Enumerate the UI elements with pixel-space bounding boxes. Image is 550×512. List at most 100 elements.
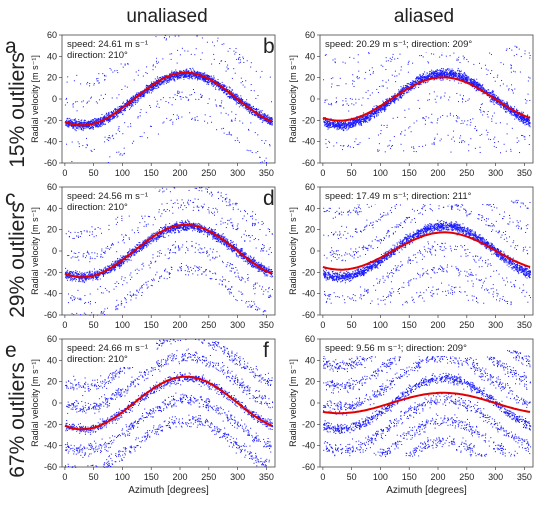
data-point [439,70,441,72]
data-point [109,137,111,139]
data-point [266,115,268,117]
data-point [425,78,427,80]
data-point [447,74,449,76]
data-point [261,110,263,112]
data-point [235,94,237,96]
data-point [457,75,459,77]
data-point [243,104,245,106]
data-point [493,93,495,95]
data-point [457,67,459,69]
data-point [151,86,153,88]
data-point [191,117,193,119]
data-point [217,37,219,39]
data-point [186,70,188,72]
data-point [261,117,263,119]
data-point [521,120,523,122]
data-point [116,113,118,115]
data-point [200,76,202,78]
data-point [240,97,242,99]
data-point [380,109,382,111]
data-point [185,76,187,78]
data-point [449,68,451,70]
data-point [408,90,410,92]
data-point [326,126,328,128]
data-point [124,64,126,66]
data-point [200,73,202,75]
data-point [187,78,189,80]
data-point [465,74,467,76]
data-point [107,137,109,139]
data-point [84,122,86,124]
data-point [426,72,428,74]
data-point [210,78,212,80]
data-point [415,81,417,83]
data-point [460,71,462,73]
data-point [186,73,188,75]
data-point [357,120,359,122]
data-point [464,78,466,80]
data-point [106,119,108,121]
data-point [97,118,99,120]
data-point [528,120,530,122]
data-point [85,125,87,127]
data-point [197,77,199,79]
data-point [82,123,84,125]
data-point [178,78,180,80]
data-point [327,120,329,122]
data-point [154,66,156,68]
data-point [169,119,171,121]
data-point [468,77,470,79]
data-point [475,84,477,86]
data-point [233,68,235,70]
data-point [509,105,511,107]
data-point [408,83,410,85]
x-tick-label: 200 [172,168,187,178]
data-point [394,102,396,104]
data-point [439,78,441,80]
data-point [85,137,87,139]
data-point [120,106,122,108]
data-point [211,84,213,86]
data-point [424,76,426,78]
data-point [208,98,210,100]
data-point [101,122,103,124]
data-point [216,105,218,107]
data-point [458,74,460,76]
data-point [74,125,76,127]
data-point [255,70,257,72]
data-point [434,75,436,76]
data-point [247,108,249,110]
data-point [199,73,201,75]
data-point [163,81,165,83]
data-point [471,82,473,84]
data-point [246,104,248,106]
data-point [397,99,399,101]
data-point [397,95,399,97]
data-point [208,79,210,81]
data-point [131,106,133,108]
data-point [441,69,443,71]
y-axis-label: Radial velocity [m s⁻¹] [288,55,298,143]
data-point [188,71,190,73]
data-point [339,126,341,128]
data-point [124,85,126,87]
data-point [114,70,116,72]
data-point [519,111,521,113]
data-point [123,103,125,105]
data-point [453,75,455,77]
data-point [225,91,227,93]
data-point [80,120,82,122]
data-point [492,92,494,94]
data-point [99,99,101,101]
data-point [235,48,237,50]
data-point [249,110,251,112]
data-point [377,109,379,111]
data-point [68,124,70,126]
data-point [151,87,153,89]
data-point [66,102,68,104]
data-point [363,122,365,124]
data-point [497,103,499,105]
data-point [105,123,107,125]
data-point [386,103,388,105]
data-point [173,75,175,77]
